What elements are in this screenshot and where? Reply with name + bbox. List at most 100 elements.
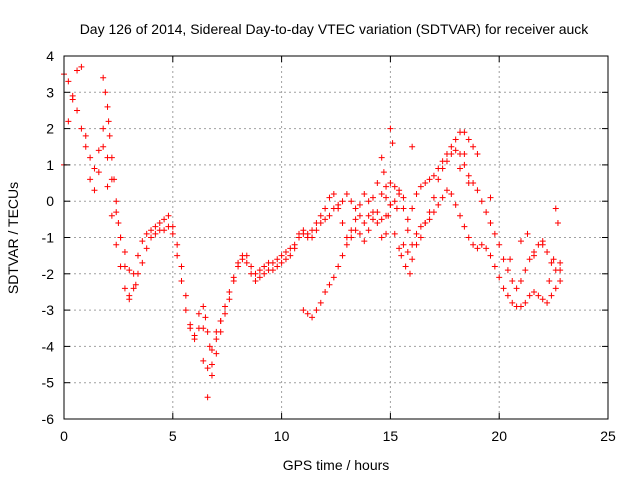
data-point-track-b xyxy=(204,365,211,372)
data-point-track-b xyxy=(517,278,524,285)
data-point-track-c xyxy=(509,299,516,306)
data-point-track-b xyxy=(430,194,437,201)
data-point-scatter-bursts xyxy=(117,234,124,241)
data-point-track-b xyxy=(400,241,407,248)
data-point-track-c xyxy=(557,278,564,285)
data-point-track-b xyxy=(130,270,137,277)
data-point-track-b xyxy=(235,259,242,266)
y-tick-label: 1 xyxy=(46,157,54,173)
data-point-track-a xyxy=(65,78,72,85)
data-point-track-c xyxy=(539,296,546,303)
data-points xyxy=(61,63,564,401)
data-point-scatter-bursts xyxy=(113,198,120,205)
data-point-track-b xyxy=(87,176,94,183)
data-point-scatter-bursts xyxy=(105,118,112,125)
data-point-track-b xyxy=(326,194,333,201)
data-point-scatter-bursts xyxy=(106,132,113,139)
data-point-track-b xyxy=(409,256,416,263)
data-point-track-b xyxy=(161,216,168,223)
data-point-track-b xyxy=(174,241,181,248)
data-point-track-c xyxy=(387,201,394,208)
data-point-track-b xyxy=(169,223,176,230)
data-point-track-c xyxy=(339,252,346,259)
data-point-track-a xyxy=(113,209,120,216)
data-point-track-b xyxy=(522,267,529,274)
data-point-track-b xyxy=(139,238,146,245)
data-point-track-b xyxy=(252,270,259,277)
data-point-track-b xyxy=(439,165,446,172)
data-point-track-c xyxy=(531,288,538,295)
data-point-track-a xyxy=(174,252,181,259)
data-point-track-b xyxy=(165,212,172,219)
data-point-track-b xyxy=(143,230,150,237)
data-point-scatter-bursts xyxy=(200,303,207,310)
data-point-track-a xyxy=(404,216,411,223)
data-point-track-c xyxy=(326,281,333,288)
data-point-scatter-bursts xyxy=(552,205,559,212)
data-point-track-c xyxy=(317,299,324,306)
data-point-scatter-bursts xyxy=(100,74,107,81)
x-tick-label: 0 xyxy=(60,428,68,444)
data-point-track-a xyxy=(365,212,372,219)
data-point-track-c xyxy=(496,274,503,281)
data-point-track-b xyxy=(113,241,120,248)
y-tick-label: 0 xyxy=(46,193,54,209)
data-point-scatter-bursts xyxy=(389,140,396,147)
data-point-track-b xyxy=(208,347,215,354)
y-tick-label: -3 xyxy=(42,302,55,318)
data-point-track-b xyxy=(548,259,555,266)
data-point-scatter-bursts xyxy=(539,241,546,248)
data-point-track-c xyxy=(435,201,442,208)
data-point-track-b xyxy=(278,252,285,259)
data-point-track-b xyxy=(152,223,159,230)
data-point-track-c xyxy=(365,227,372,234)
data-point-scatter-bursts xyxy=(108,154,115,161)
data-point-track-b xyxy=(191,332,198,339)
data-point-track-c xyxy=(461,223,468,230)
x-tick-label: 20 xyxy=(491,428,507,444)
data-point-track-c xyxy=(396,187,403,194)
data-point-track-b xyxy=(365,198,372,205)
data-point-scatter-bursts xyxy=(121,249,128,256)
data-point-track-a xyxy=(287,252,294,259)
y-tick-label: -5 xyxy=(42,375,55,391)
data-point-track-c xyxy=(517,303,524,310)
data-point-track-c xyxy=(452,201,459,208)
data-point-track-b xyxy=(374,180,381,187)
data-point-track-c xyxy=(391,198,398,205)
data-point-track-b xyxy=(443,158,450,165)
data-point-track-b xyxy=(269,259,276,266)
data-point-scatter-bursts xyxy=(457,165,464,172)
data-point-scatter-bursts xyxy=(383,183,390,190)
data-point-track-b xyxy=(195,310,202,317)
data-point-track-a xyxy=(391,183,398,190)
data-point-scatter-bursts xyxy=(213,336,220,343)
data-point-track-b xyxy=(322,205,329,212)
data-point-track-a xyxy=(470,143,477,150)
data-point-track-c xyxy=(439,194,446,201)
data-point-track-a xyxy=(326,212,333,219)
chart-title: Day 126 of 2014, Sidereal Day-to-day VTE… xyxy=(80,21,590,37)
data-point-track-b xyxy=(330,190,337,197)
data-point-track-c xyxy=(522,299,529,306)
data-point-track-b xyxy=(248,263,255,270)
data-point-scatter-bursts xyxy=(385,212,392,219)
x-tick-label: 25 xyxy=(600,428,616,444)
data-point-track-c xyxy=(335,263,342,270)
data-point-track-b xyxy=(178,263,185,270)
data-point-track-b xyxy=(243,252,250,259)
data-point-track-b xyxy=(104,183,111,190)
data-point-track-b xyxy=(287,245,294,252)
data-point-track-c xyxy=(356,230,363,237)
data-point-track-b xyxy=(513,285,520,292)
data-point-track-c xyxy=(448,190,455,197)
data-point-track-c xyxy=(304,310,311,317)
data-point-track-c xyxy=(465,234,472,241)
data-point-track-b xyxy=(491,230,498,237)
data-point-track-b xyxy=(352,216,359,223)
data-point-track-a xyxy=(282,256,289,263)
data-point-track-b xyxy=(500,256,507,263)
data-point-track-a xyxy=(252,278,259,285)
x-tick-label: 10 xyxy=(274,428,290,444)
data-point-track-c xyxy=(352,227,359,234)
